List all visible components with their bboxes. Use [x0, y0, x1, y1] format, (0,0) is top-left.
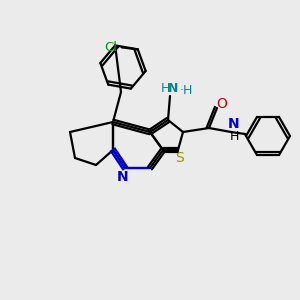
Text: N: N — [117, 170, 129, 184]
Text: O: O — [217, 97, 227, 111]
Text: N: N — [168, 82, 178, 94]
Text: ·H: ·H — [180, 83, 194, 97]
Text: N: N — [228, 117, 240, 131]
Text: Cl: Cl — [104, 41, 117, 54]
Text: H: H — [160, 82, 170, 94]
Text: S: S — [176, 151, 184, 165]
Text: H: H — [229, 130, 239, 142]
